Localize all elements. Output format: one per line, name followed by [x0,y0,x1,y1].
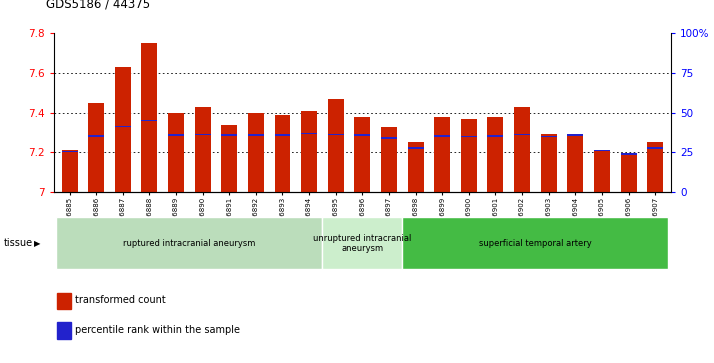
Bar [56,322,71,339]
Bar [381,127,397,192]
Bar [647,147,663,149]
Bar [461,136,477,137]
Bar [195,107,211,192]
Bar [168,134,184,136]
Text: percentile rank within the sample: percentile rank within the sample [75,325,240,335]
Bar [274,115,291,192]
Bar [620,155,637,192]
Bar [354,134,371,136]
Bar [88,103,104,192]
Text: transformed count: transformed count [75,295,166,305]
Bar [115,126,131,127]
Bar [461,119,477,192]
Bar [195,134,211,135]
Bar [61,151,78,192]
Bar [88,135,104,137]
Text: tissue: tissue [4,238,33,248]
FancyBboxPatch shape [323,217,402,269]
Bar [301,111,317,192]
FancyBboxPatch shape [402,217,668,269]
Bar [381,137,397,139]
Text: GDS5186 / 44375: GDS5186 / 44375 [46,0,151,11]
Bar [221,134,237,136]
Bar [56,293,71,309]
Bar [221,125,237,192]
Text: ▶: ▶ [34,239,41,248]
Bar [620,153,637,155]
Bar [647,143,663,192]
Bar [488,117,503,192]
Bar [168,113,184,192]
Text: unruptured intracranial
aneurysm: unruptured intracranial aneurysm [313,233,411,253]
Bar [115,67,131,192]
Bar [141,43,157,192]
Bar [354,117,371,192]
Bar [408,143,423,192]
Bar [488,135,503,137]
Bar [540,135,557,192]
Text: superficial temporal artery: superficial temporal artery [479,239,592,248]
Bar [514,134,530,135]
Bar [61,151,78,152]
Bar [274,134,291,136]
Bar [594,151,610,192]
Bar [568,135,583,192]
Bar [328,99,343,192]
Bar [434,117,451,192]
Bar [568,134,583,136]
Bar [248,113,264,192]
Bar [328,134,343,135]
Bar [540,136,557,137]
Text: ruptured intracranial aneurysm: ruptured intracranial aneurysm [123,239,256,248]
Bar [141,120,157,121]
Bar [434,135,451,137]
Bar [248,134,264,136]
FancyBboxPatch shape [56,217,323,269]
Bar [301,133,317,134]
Bar [408,147,423,149]
Bar [594,150,610,151]
Bar [514,107,530,192]
